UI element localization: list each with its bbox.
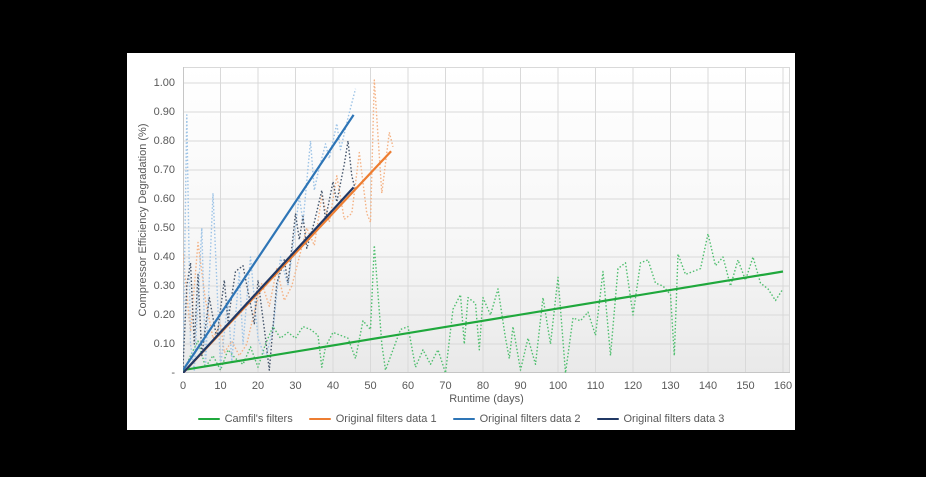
x-tick-label: 100	[548, 380, 568, 392]
y-tick-label: 0.70	[153, 164, 175, 176]
x-tick-label: 140	[698, 380, 718, 392]
legend-label: Original filters data 1	[335, 413, 437, 425]
y-tick-label: 0.60	[153, 193, 175, 205]
legend-item-original-filters-data-2: Original filters data 2	[452, 413, 581, 425]
x-tick-label: 160	[773, 380, 793, 392]
y-tick-label: 0.50	[153, 222, 175, 234]
chart-panel: Compressor Efficiency Degradation (%) -0…	[127, 53, 795, 430]
x-axis-title: Runtime (days)	[449, 393, 524, 405]
plot-area	[183, 67, 790, 373]
legend-line-swatch-icon	[596, 417, 619, 421]
y-tick-label: 0.10	[153, 338, 175, 350]
legend-item-original-filters-data-3: Original filters data 3	[596, 413, 725, 425]
series-original-filters-data-2-trend	[183, 114, 355, 371]
series-camfil-s-filters-trend	[183, 270, 784, 372]
x-tick-label: 150	[736, 380, 755, 392]
series-original-filters-data-3-measured	[183, 140, 357, 371]
y-tick-label: 0.20	[153, 309, 175, 321]
series-original-filters-data-1-measured	[183, 79, 394, 357]
x-tick-label: 120	[623, 380, 643, 392]
x-tick-label: 70	[439, 380, 452, 392]
x-tick-label: 20	[251, 380, 265, 392]
y-tick-label: 0.80	[153, 135, 175, 147]
y-tick-label: -	[171, 367, 175, 379]
series-original-filters-data-2-measured	[183, 88, 357, 371]
y-tick-label: 1.00	[153, 77, 175, 89]
x-tick-label: 10	[214, 380, 227, 392]
series-camfil-s-filters-measured	[183, 233, 784, 373]
legend-line-swatch-icon	[452, 417, 475, 421]
legend-item-original-filters-data-1: Original filters data 1	[308, 413, 437, 425]
x-tick-label: 130	[661, 380, 680, 392]
x-tick-label: 50	[364, 380, 377, 392]
y-tick-label: 0.40	[153, 251, 175, 263]
x-tick-label: 110	[586, 380, 605, 392]
legend-label: Camfil's filters	[224, 413, 293, 425]
x-tick-label: 80	[476, 380, 490, 392]
series-original-filters-data-3-trend	[183, 186, 355, 373]
chart-legend: Camfil's filters Original filters data 1 O…	[127, 410, 795, 428]
chart-canvas	[183, 67, 790, 373]
legend-label: Original filters data 3	[623, 413, 725, 425]
x-tick-label: 90	[514, 380, 527, 392]
y-tick-label: 0.90	[153, 106, 175, 118]
y-tick-label: 0.30	[153, 280, 175, 292]
legend-line-swatch-icon	[197, 417, 220, 421]
legend-item-camfil-s-filters: Camfil's filters	[197, 413, 293, 425]
x-tick-label: 30	[289, 380, 302, 392]
x-tick-label: 0	[179, 380, 187, 392]
legend-line-swatch-icon	[308, 417, 331, 421]
x-tick-label: 40	[326, 380, 340, 392]
x-tick-label: 60	[401, 380, 415, 392]
legend-label: Original filters data 2	[479, 413, 581, 425]
